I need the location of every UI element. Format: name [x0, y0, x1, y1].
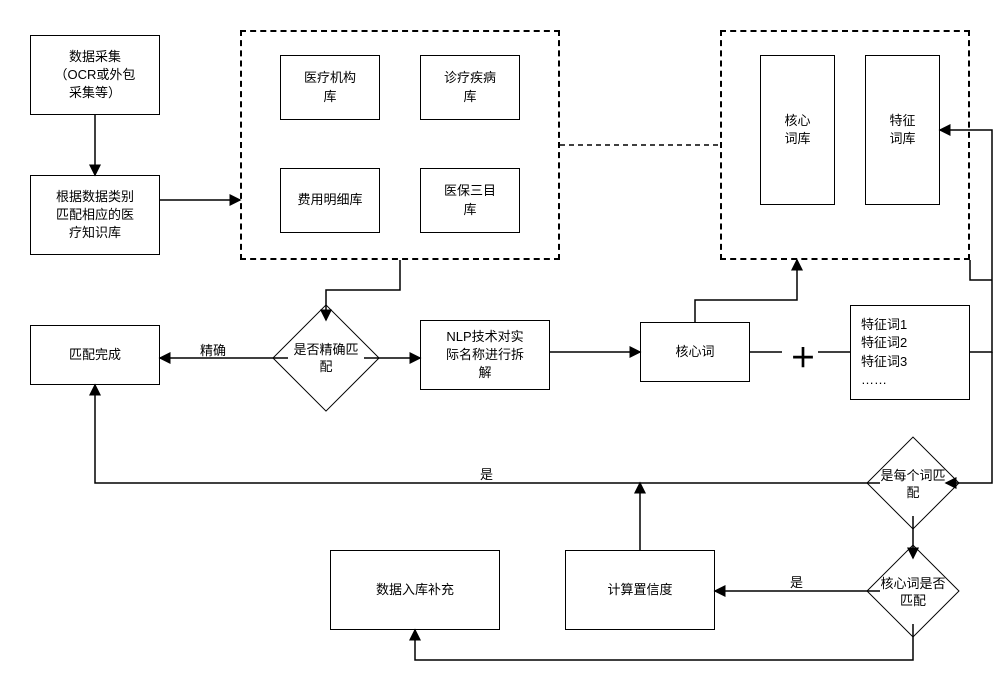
kb-disease: 诊疗疾病库	[420, 55, 520, 120]
edge-label-yes-core: 是	[790, 572, 803, 591]
label: 核心词	[675, 343, 714, 361]
label: NLP技术对实际名称进行拆解	[446, 328, 524, 383]
label: 特征词1特征词2特征词3……	[861, 316, 907, 389]
node-match-kb: 根据数据类别匹配相应的医疗知识库	[30, 175, 160, 255]
label: 核心词库	[784, 112, 810, 148]
decision-core-word	[866, 544, 959, 637]
label: 数据入库补充	[376, 581, 454, 599]
node-calc-confidence: 计算置信度	[565, 550, 715, 630]
node-store-supplement: 数据入库补充	[330, 550, 500, 630]
kb-expense: 费用明细库	[280, 168, 380, 233]
kb-institution: 医疗机构库	[280, 55, 380, 120]
node-data-collection: 数据采集（OCR或外包采集等）	[30, 35, 160, 115]
edge-label-yes-each: 是	[480, 464, 493, 483]
label: 医疗机构库	[304, 69, 356, 105]
label: 医保三目库	[444, 182, 496, 218]
node-match-done: 匹配完成	[30, 325, 160, 385]
label: 数据采集（OCR或外包采集等）	[55, 48, 136, 103]
kb-insurance: 医保三目库	[420, 168, 520, 233]
decision-exact-match	[272, 304, 379, 411]
feature-word-lib: 特征词库	[865, 55, 940, 205]
label: 匹配完成	[69, 346, 121, 364]
node-nlp-split: NLP技术对实际名称进行拆解	[420, 320, 550, 390]
core-word-lib: 核心词库	[760, 55, 835, 205]
edge-label-exact: 精确	[200, 340, 226, 359]
label: 费用明细库	[297, 191, 362, 209]
label: 诊疗疾病库	[444, 69, 496, 105]
label: 根据数据类别匹配相应的医疗知识库	[56, 188, 134, 243]
label: 特征词库	[889, 112, 915, 148]
plus-icon: ＋	[790, 338, 816, 375]
node-core-word: 核心词	[640, 322, 750, 382]
label: 计算置信度	[607, 581, 672, 599]
node-feature-words: 特征词1特征词2特征词3……	[850, 305, 970, 400]
decision-each-word	[866, 436, 959, 529]
